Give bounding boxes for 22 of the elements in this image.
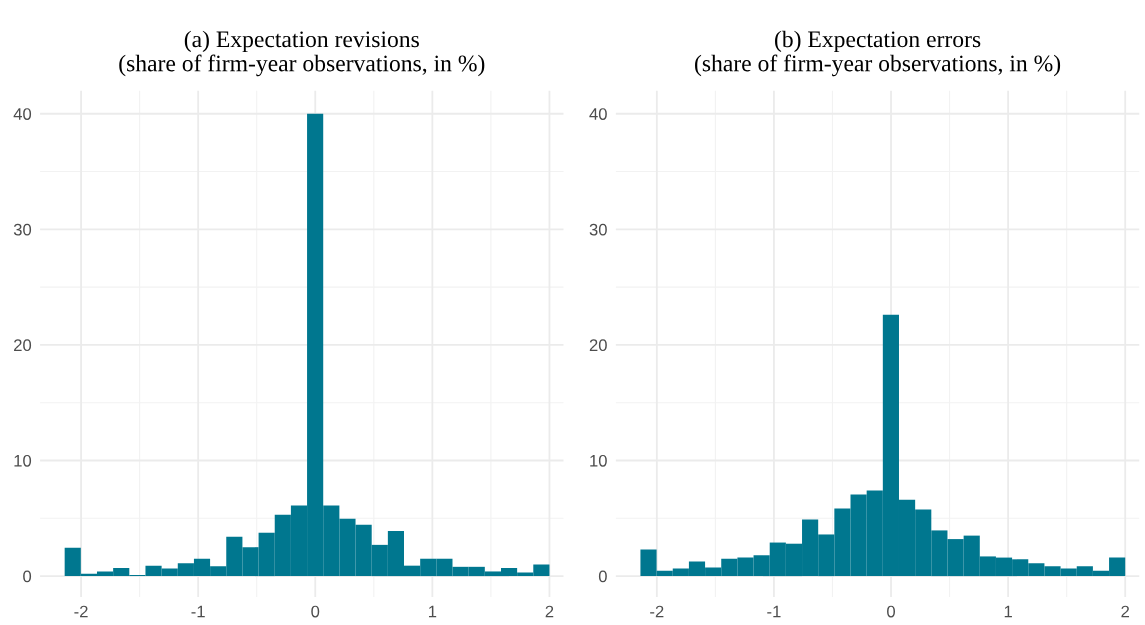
x-tick-label: 2	[545, 605, 554, 618]
y-tick-label: 30	[589, 223, 607, 236]
y-tick-label: 0	[23, 570, 32, 583]
x-tick-label: -1	[191, 605, 205, 618]
x-tick-label: 2	[1121, 605, 1130, 618]
y-tick-label: 30	[13, 223, 32, 236]
y-tick-label: 40	[589, 108, 607, 120]
x-tick-label: -2	[74, 605, 88, 618]
x-tick-label: 1	[1004, 605, 1012, 618]
y-tick-label: 10	[590, 454, 607, 467]
y-tick-label: 20	[14, 339, 32, 352]
chart-title: (a) Expectation revisions (share of firm-year observations, in %)	[119, 30, 485, 77]
x-tick-label: 1	[428, 605, 437, 618]
x-tick-label: -2	[650, 605, 664, 618]
y-tick-label: 20	[589, 339, 607, 352]
x-tick-label: 0	[311, 605, 320, 618]
chart-title: (b) Expectation errors (share of firm-year observations, in %)	[695, 30, 1061, 77]
y-tick-label: 40	[13, 108, 32, 120]
x-tick-label: 0	[887, 605, 896, 618]
y-tick-label: 10	[14, 454, 32, 467]
x-tick-label: -1	[767, 605, 781, 618]
y-tick-label: 0	[598, 570, 607, 583]
